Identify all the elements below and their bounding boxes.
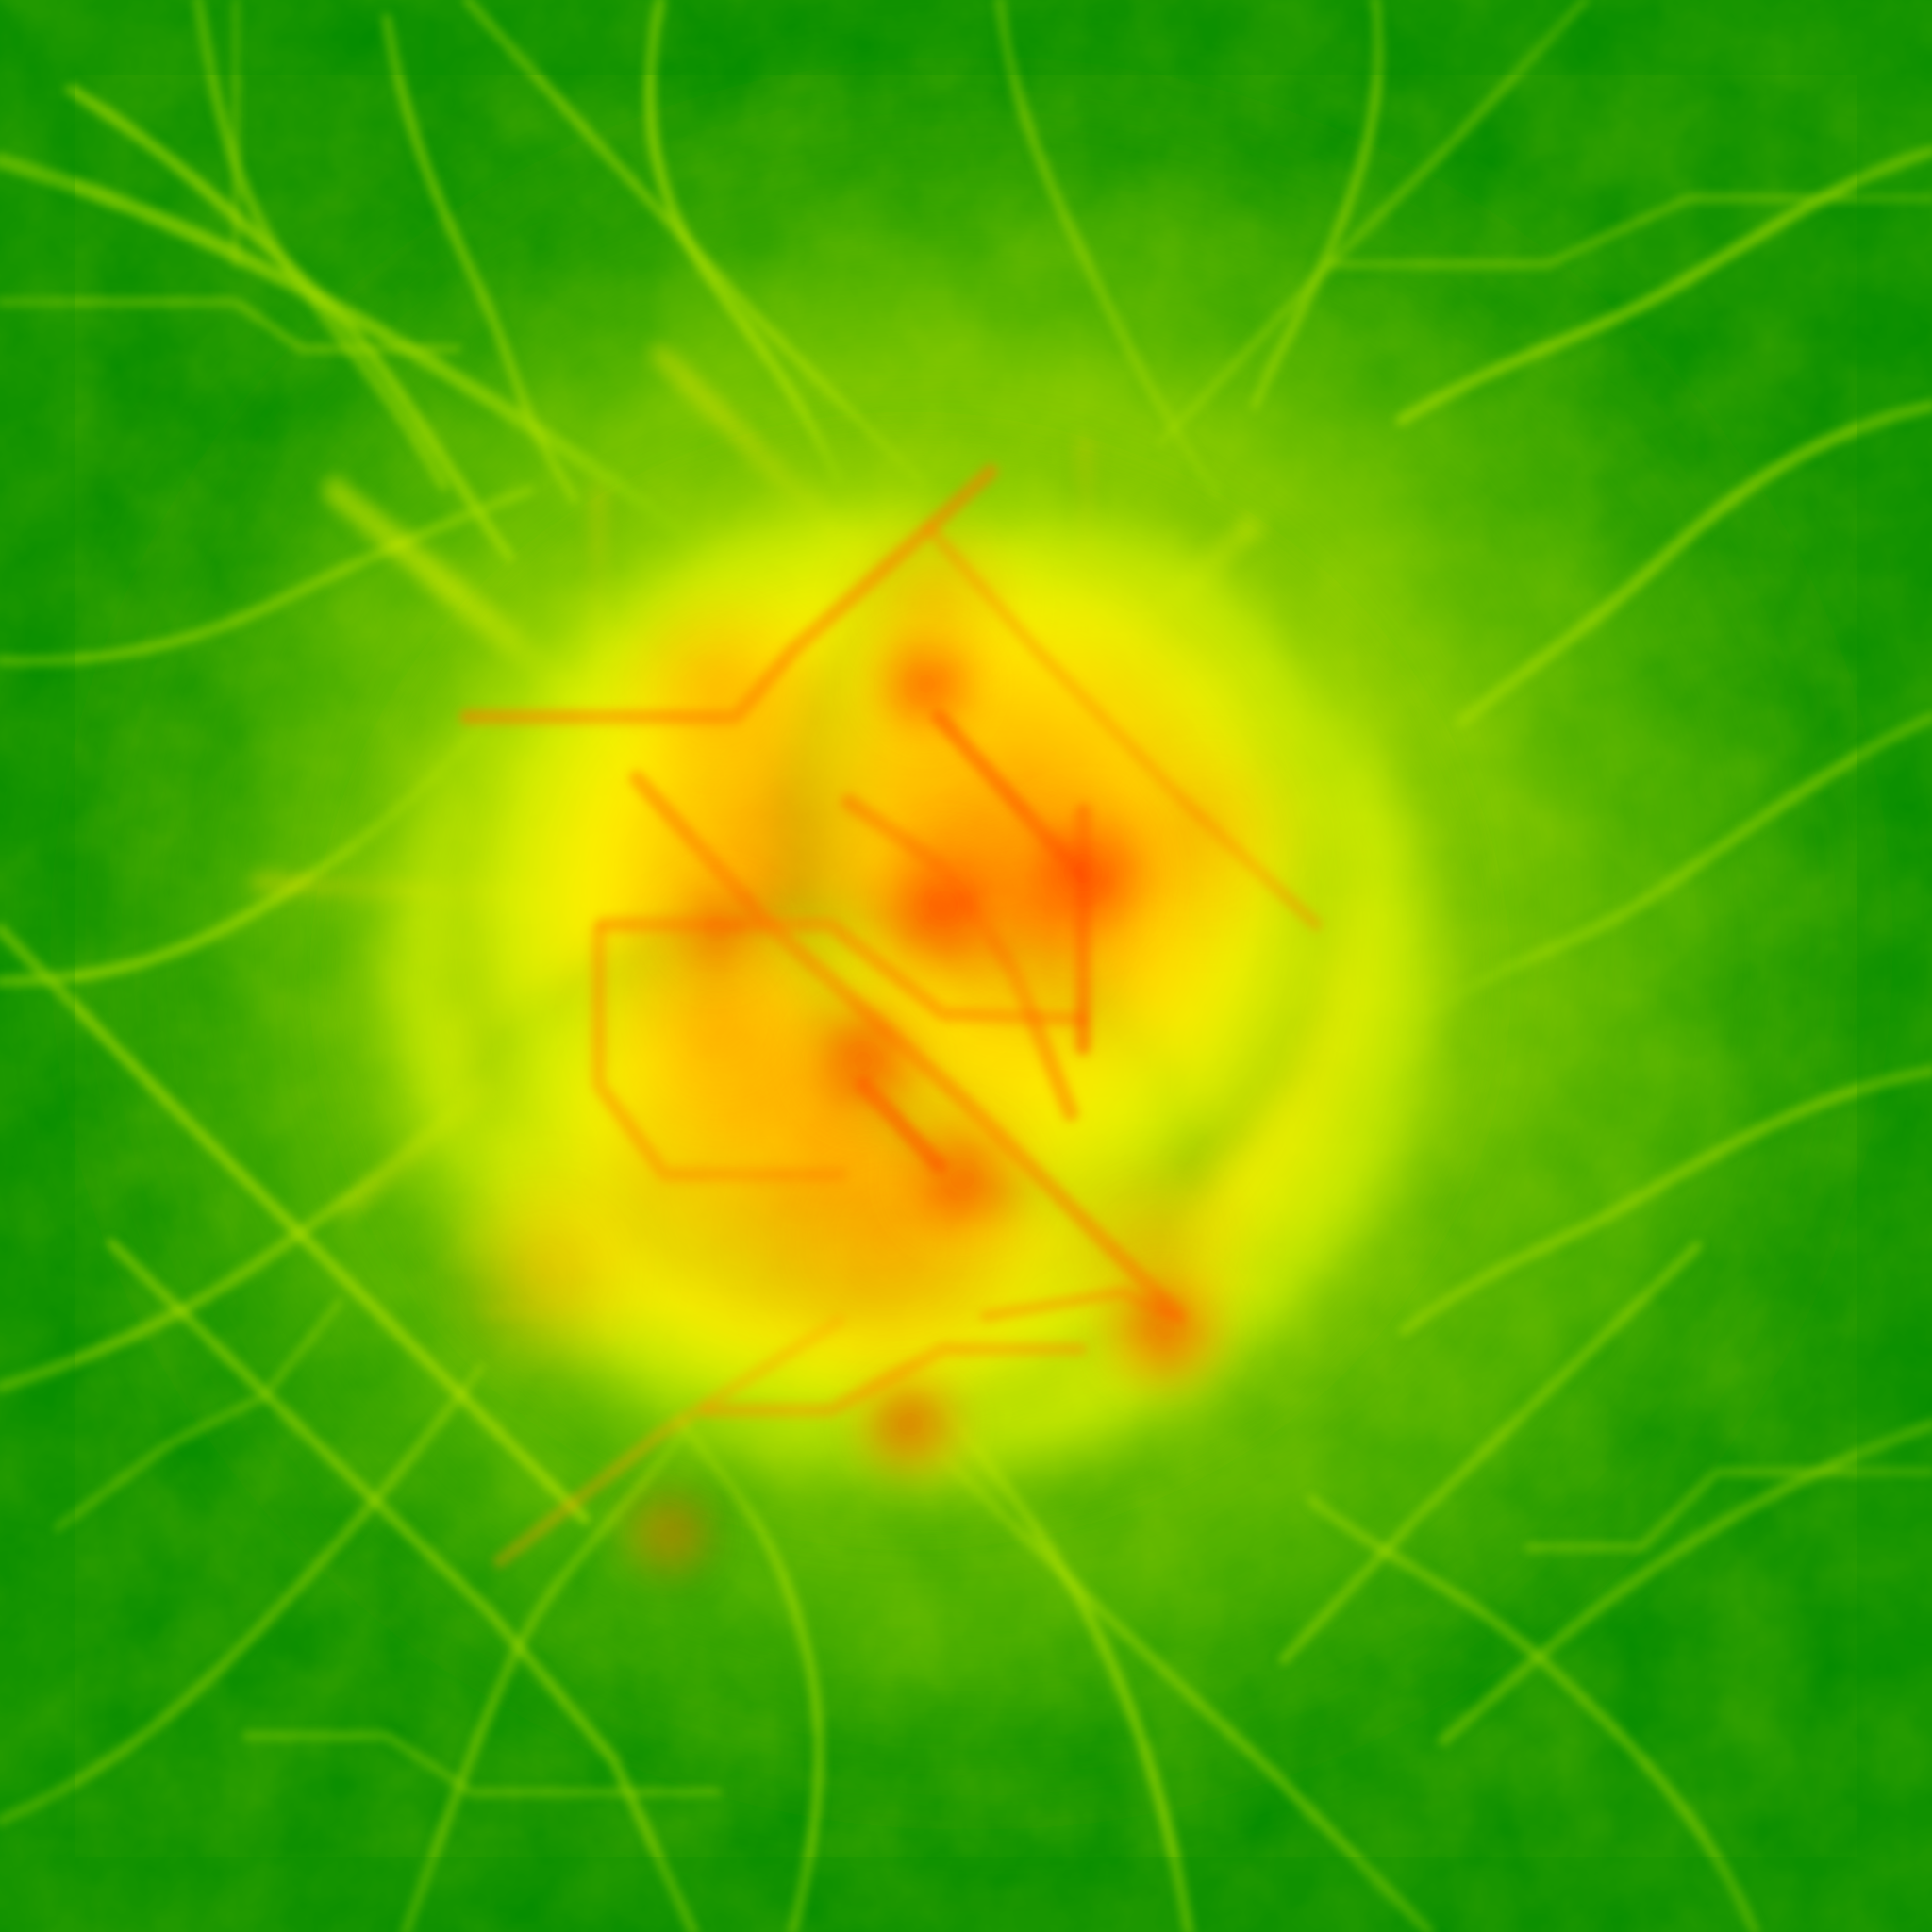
hot-spots [611, 618, 1239, 1591]
